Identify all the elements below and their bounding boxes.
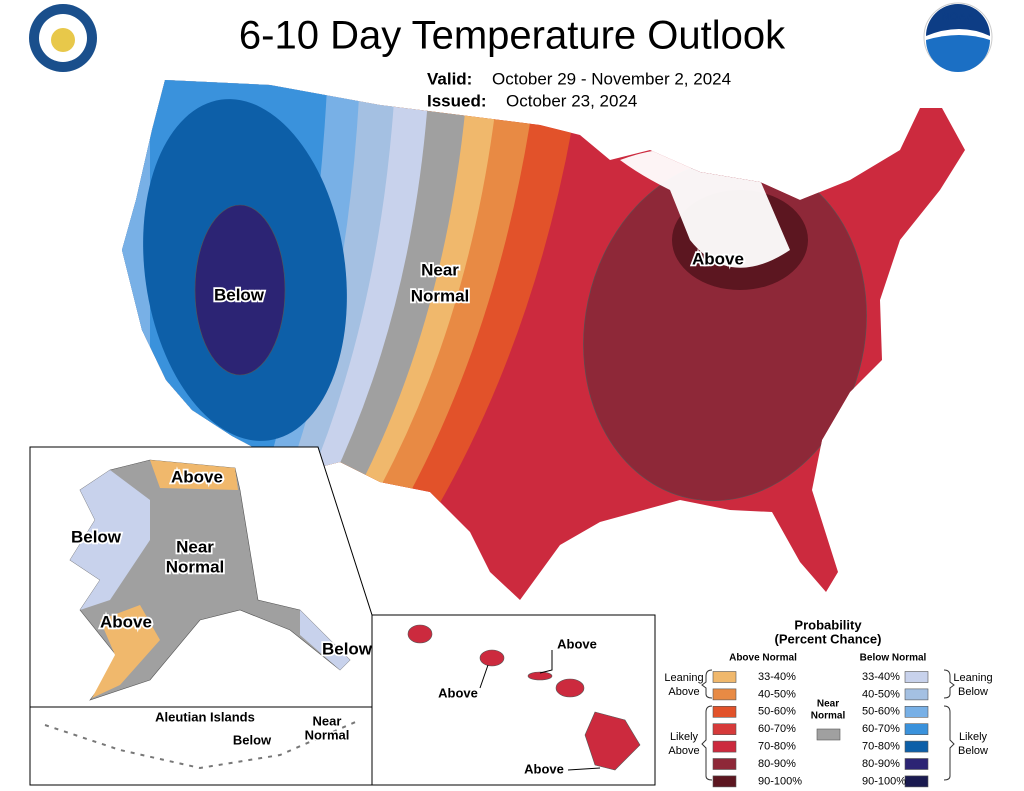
map-label: Normal [166,557,225,576]
legend-swatch [904,705,929,718]
region [300,610,350,670]
map-label: Normal [305,727,350,742]
legend-group: Leaning [664,672,703,684]
legend-label: 90-100% [862,775,906,787]
legend-group: Above [668,686,699,698]
title: 6-10 Day Temperature Outlook [239,14,786,58]
legend-label: 90-100% [758,775,802,787]
legend-swatch [904,740,929,753]
commerce-seal [29,4,97,72]
legend-heading: Below Normal [860,653,927,664]
legend-swatch [712,688,737,701]
legend-label: 70-80% [862,741,900,753]
map-label: Below [233,732,272,747]
legend-label: 60-70% [758,723,796,735]
legend-group: Near [817,699,839,710]
legend-label: 33-40% [758,671,796,683]
legend-label: 33-40% [862,671,900,683]
map-label: Normal [411,286,470,305]
logo-text: NOAA [942,11,974,23]
islands [407,624,641,771]
legend-brace [701,669,955,781]
legend-title: Probability [794,617,862,632]
legend-label: 50-60% [862,706,900,718]
region [70,470,150,610]
legend-label: 80-90% [862,758,900,770]
legend-swatch [904,723,929,736]
map-label: Near [313,713,342,728]
legend-group: Normal [811,711,846,722]
legend-title: (Percent Chance) [775,631,882,646]
legend-label: 60-70% [862,723,900,735]
legend-group: Likely [959,731,988,743]
issued-label: Issued: [427,91,487,110]
map-label: Below [214,285,265,304]
region [92,605,160,698]
map-label: Above [524,761,564,776]
region [150,460,238,490]
map-label: Near [421,260,459,279]
legend-group: Leaning [953,672,992,684]
legend-swatch [712,775,737,788]
map-label: Above [692,249,744,268]
noaa-logo: NOAA [923,2,993,72]
aleutian-inset [29,706,373,786]
map-label: Near [176,537,214,556]
legend-swatch [904,775,929,788]
legend-label: 70-80% [758,741,796,753]
map-label: Below [71,527,122,546]
legend-rows: 33-40% 40-50% 50-60% 60-70% 70-80% 80-90% 90-1… [712,671,929,788]
legend-label: 40-50% [758,688,796,700]
legend-swatch [712,723,737,736]
legend-heading: Above Normal [729,653,797,664]
map-label: Above [100,612,152,631]
leader-line [479,650,601,771]
inset-title: Aleutian Islands [155,709,255,724]
legend-group: Below [958,745,988,757]
legend-swatch [904,758,929,770]
legend-swatch [712,705,737,718]
legend-label: 50-60% [758,706,796,718]
map-label: Below [322,639,373,658]
legend-swatch [904,671,929,683]
legend-swatch [712,740,737,753]
legend-label: 80-90% [758,758,796,770]
valid-dates: October 29 - November 2, 2024 [492,69,731,88]
issued-date: October 23, 2024 [506,91,637,110]
legend-swatch [712,671,737,683]
legend-group: Above [668,745,699,757]
map-label: Above [438,685,478,700]
legend-label: 40-50% [862,688,900,700]
legend-swatch [904,688,929,701]
islands [44,719,361,770]
map-label: Above [171,467,223,486]
valid-label: Valid: [427,69,472,88]
legend-group: Likely [670,731,699,743]
legend-swatch [712,758,737,770]
region [122,80,150,520]
legend-group: Below [958,686,988,698]
region [194,204,286,376]
map-label: Above [557,636,597,651]
legend-swatch [816,728,841,741]
